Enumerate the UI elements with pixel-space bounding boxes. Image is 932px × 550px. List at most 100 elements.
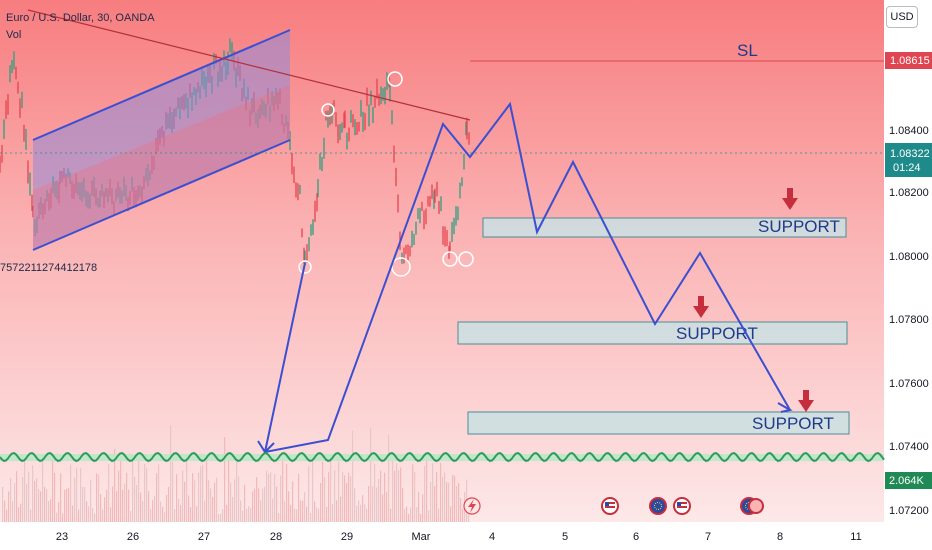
volume-bar <box>174 509 176 522</box>
volume-bar <box>352 430 354 522</box>
channel-top-line[interactable] <box>32 29 291 141</box>
volume-bar <box>330 460 332 522</box>
volume-bar <box>112 486 114 522</box>
volume-bar <box>342 472 344 522</box>
volume-bar <box>276 486 278 522</box>
support-zone-2[interactable] <box>457 321 848 345</box>
volume-bar <box>16 471 18 522</box>
lightning-event-icon[interactable] <box>463 497 481 515</box>
symbol-title[interactable]: Euro / U.S. Dollar, 30, OANDA <box>6 12 155 24</box>
current-price-value: 1.08322 <box>890 148 930 160</box>
volume-bar <box>200 466 202 522</box>
volume-bar <box>60 473 62 522</box>
volume-bar <box>128 489 130 522</box>
volume-bar <box>382 494 384 522</box>
volume-bar <box>50 499 52 522</box>
us-flag-event-icon[interactable] <box>673 497 691 515</box>
volume-bar <box>378 478 380 522</box>
volume-bar <box>458 482 460 522</box>
volume-bar <box>192 473 194 522</box>
currency-button[interactable]: USD <box>886 6 918 28</box>
volume-bar <box>410 507 412 522</box>
time-tick-label: 7 <box>705 531 711 543</box>
volume-bar <box>58 502 60 522</box>
volume-bar <box>130 511 132 522</box>
volume-bar <box>450 506 452 522</box>
us-flag-event-icon[interactable] <box>601 497 619 515</box>
volume-bar <box>4 500 6 522</box>
volume-bar <box>454 475 456 522</box>
volume-bar <box>88 506 90 522</box>
volume-bar <box>316 507 318 522</box>
time-tick-label: 26 <box>127 531 139 543</box>
time-axis-panel <box>0 522 884 550</box>
time-tick-label: 11 <box>850 531 861 543</box>
volume-bar <box>92 508 94 522</box>
time-tick-label: 28 <box>270 531 282 543</box>
volume-bar <box>84 487 86 522</box>
volume-bar <box>14 483 16 522</box>
volume-bar <box>312 459 314 522</box>
volume-bar <box>462 508 464 522</box>
volume-bar <box>282 460 284 522</box>
volume-bar <box>106 489 108 522</box>
volume-bar <box>428 510 430 522</box>
volume-bar <box>260 499 262 522</box>
descending-trendline[interactable] <box>27 9 471 121</box>
volume-bar <box>240 500 242 522</box>
volume-bar <box>354 488 356 522</box>
volume-bar <box>110 507 112 522</box>
eu-flag-event-icon[interactable] <box>649 497 667 515</box>
volume-bar <box>290 504 292 522</box>
price-axis-panel <box>884 0 932 550</box>
volume-bar <box>144 464 146 522</box>
volume-bar <box>38 489 40 522</box>
volume-bar <box>70 464 72 522</box>
volume-bar <box>268 473 270 522</box>
indicator-name[interactable]: Vol <box>6 29 21 41</box>
volume-bar <box>56 512 58 522</box>
event-marker-icon[interactable] <box>748 498 764 514</box>
volume-bar <box>266 471 268 522</box>
volume-bar <box>332 504 334 522</box>
support-zone-1[interactable] <box>482 217 847 238</box>
volume-bar <box>186 461 188 522</box>
volume-bar <box>116 491 118 522</box>
volume-bar <box>422 494 424 522</box>
volume-bar <box>98 474 100 522</box>
volume-bar <box>298 473 300 522</box>
volume-bar <box>278 513 280 522</box>
volume-bar <box>264 486 266 522</box>
indicator-value-label: 7572211274412178 <box>0 262 97 274</box>
channel-upper-fill[interactable] <box>33 30 290 250</box>
volume-bar <box>196 506 198 522</box>
time-tick-label: 27 <box>198 531 210 543</box>
volume-bar <box>30 509 32 522</box>
volume-bar <box>170 425 172 522</box>
volume-bar <box>256 477 258 522</box>
volume-bar <box>208 480 210 522</box>
volume-bar <box>456 486 458 522</box>
sl-label: SL <box>737 41 758 60</box>
projected-path[interactable] <box>263 101 791 454</box>
volume-bar <box>82 486 84 522</box>
volume-bar <box>184 481 186 522</box>
volume-bar <box>314 501 316 522</box>
volume-bar <box>210 488 212 522</box>
volume-bar <box>198 472 200 522</box>
volume-bar <box>90 479 92 522</box>
volume-bar <box>122 489 124 522</box>
volume-bar <box>216 477 218 522</box>
support-label-3: SUPPORT <box>752 414 834 433</box>
pivot-circle <box>387 71 403 87</box>
volume-bar <box>288 491 290 522</box>
channel-bottom-line[interactable] <box>32 139 291 251</box>
support-zone-3[interactable] <box>467 411 850 435</box>
volume-bar <box>34 480 36 522</box>
volume-bar <box>444 472 446 522</box>
volume-bar <box>72 505 74 522</box>
volume-bar <box>440 462 442 522</box>
volume-bar <box>94 513 96 522</box>
volume-bar <box>418 492 420 522</box>
